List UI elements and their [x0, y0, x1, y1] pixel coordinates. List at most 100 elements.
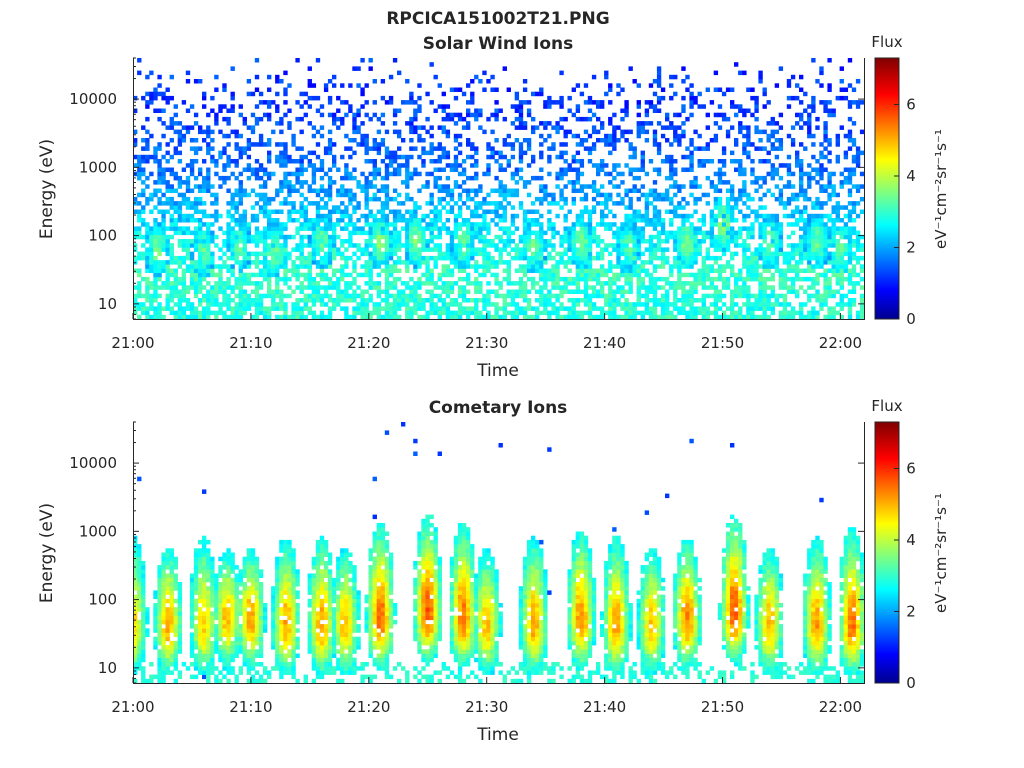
heatmap-cell — [535, 243, 540, 248]
heatmap-cell — [782, 163, 788, 168]
heatmap-cell — [567, 226, 572, 231]
heatmap-cell — [522, 281, 528, 286]
heatmap-cell — [449, 247, 455, 252]
heatmap-cell — [372, 175, 377, 181]
heatmap-cell — [567, 306, 572, 311]
heatmap-cell — [323, 293, 329, 299]
heatmap-cell — [311, 243, 317, 248]
heatmap-cell — [742, 171, 747, 177]
heatmap-cell — [279, 314, 284, 319]
heatmap-cell — [518, 247, 524, 252]
heatmap-cell — [474, 247, 479, 252]
heatmap-cell — [425, 264, 430, 269]
heatmap-cell — [153, 255, 158, 261]
heatmap-cell — [246, 302, 252, 307]
heatmap-cell — [478, 188, 483, 194]
heatmap-cell — [368, 180, 373, 185]
heatmap-cell — [401, 100, 406, 105]
heatmap-cell — [295, 243, 300, 248]
heatmap-cell — [693, 276, 698, 282]
heatmap-cell — [620, 293, 625, 299]
heatmap-cell — [169, 188, 174, 194]
heatmap-cell — [628, 268, 633, 274]
heatmap-cell — [421, 306, 426, 311]
heatmap-cell — [677, 247, 682, 252]
heatmap-cell — [397, 163, 402, 168]
heatmap-cell — [547, 100, 552, 105]
heatmap-cell — [734, 62, 739, 67]
heatmap-cell — [461, 251, 467, 257]
heatmap-cell — [742, 251, 747, 257]
heatmap-cell — [575, 83, 581, 88]
heatmap-cell — [145, 142, 150, 147]
heatmap-cell — [677, 133, 682, 139]
heatmap-cell — [474, 108, 479, 114]
heatmap-cell — [795, 264, 800, 269]
heatmap-cell — [344, 192, 349, 198]
heatmap-cell — [185, 306, 191, 311]
heatmap-cell — [685, 201, 690, 206]
heatmap-cell — [234, 163, 239, 168]
heatmap-cell — [181, 293, 187, 299]
heatmap-cell — [340, 218, 345, 223]
heatmap-cell — [340, 239, 345, 244]
heatmap-cell — [299, 234, 304, 240]
heatmap-cell — [405, 234, 410, 240]
heatmap-cell — [486, 314, 491, 319]
heatmap-cell — [437, 226, 442, 231]
heatmap-cell — [677, 281, 682, 286]
heatmap-cell — [648, 255, 654, 261]
heatmap-cell — [185, 125, 191, 130]
heatmap-cell — [827, 138, 832, 143]
heatmap-cell — [827, 314, 832, 319]
heatmap-cell — [185, 70, 191, 76]
heatmap-cell — [770, 133, 775, 139]
heatmap-cell — [567, 167, 572, 173]
heatmap-cell — [827, 150, 832, 156]
heatmap-cell — [600, 104, 605, 109]
heatmap-cell — [299, 213, 304, 219]
heatmap-cell — [746, 293, 751, 299]
heatmap-cell — [441, 251, 446, 257]
heatmap-cell — [543, 276, 548, 282]
heatmap-cell — [198, 209, 203, 215]
heatmap-cell — [283, 159, 288, 164]
heatmap-cell — [267, 159, 272, 164]
heatmap-cell — [750, 95, 755, 101]
heatmap-cell — [380, 175, 386, 181]
heatmap-cell — [405, 260, 410, 265]
heatmap-cell — [340, 213, 345, 219]
heatmap-cell — [263, 180, 268, 185]
heatmap-cell — [210, 230, 215, 236]
heatmap-cell — [563, 201, 568, 206]
heatmap-cell — [267, 196, 272, 202]
heatmap-cell — [222, 314, 227, 319]
heatmap-cell — [815, 255, 820, 261]
heatmap-cell — [685, 251, 690, 257]
heatmap-cell — [648, 218, 654, 223]
heatmap-cell — [770, 167, 775, 173]
heatmap-cell — [299, 184, 304, 189]
heatmap-cell — [206, 129, 211, 135]
heatmap-cell — [319, 310, 325, 316]
heatmap-cell — [202, 239, 207, 244]
heatmap-cell — [652, 306, 658, 311]
heatmap-cell — [571, 87, 576, 93]
heatmap-cell — [181, 314, 187, 319]
heatmap-cell — [551, 310, 556, 316]
heatmap-cell — [786, 133, 792, 139]
heatmap-cell — [636, 129, 641, 135]
heatmap-cell — [669, 209, 674, 215]
heatmap-cell — [441, 268, 446, 274]
heatmap-cell — [640, 154, 645, 160]
heatmap-cell — [384, 264, 390, 269]
heatmap-cell — [811, 154, 816, 160]
heatmap-cell — [673, 159, 678, 164]
heatmap-cell — [145, 196, 150, 202]
heatmap-cell — [323, 251, 329, 257]
heatmap-cell — [685, 281, 690, 286]
heatmap-cell — [165, 209, 170, 215]
heatmap-cell — [348, 218, 353, 223]
heatmap-cell — [287, 188, 292, 194]
heatmap-cell — [340, 192, 345, 198]
